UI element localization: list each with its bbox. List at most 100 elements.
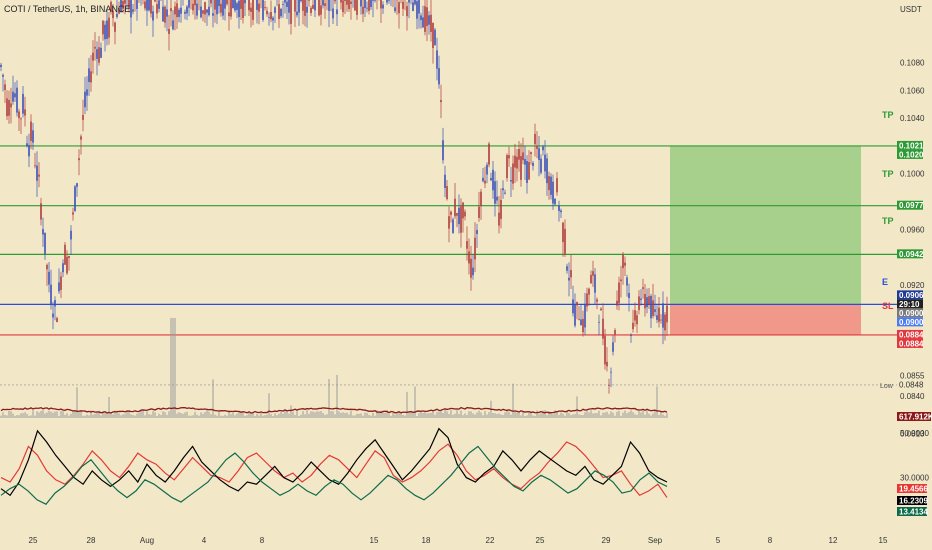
candle-body [576, 301, 578, 306]
candle-body [96, 49, 98, 59]
candle-body [656, 315, 658, 320]
candle-body [108, 17, 110, 38]
candle-body [658, 307, 660, 322]
candle-body [94, 46, 96, 49]
level-tag-0-1: 0.1020 [899, 150, 924, 159]
candle-body [212, 13, 214, 16]
volume-tag: 617.912K [899, 413, 932, 422]
candle-body [4, 84, 6, 90]
candle-body [364, 0, 366, 8]
candle-body [612, 342, 614, 352]
candle-body [416, 1, 418, 19]
candle-body [472, 267, 474, 276]
candle-body [286, 1, 288, 8]
candle-body [534, 133, 536, 145]
level-tag-4-1: 0.0884 [899, 339, 924, 348]
time-tick-label-10: Sep [648, 536, 663, 545]
candle-body [88, 68, 90, 83]
candle-body [542, 146, 544, 151]
level-tag-3-0: 0.0906 [899, 291, 924, 300]
price-tick-label-7: 0.0840 [900, 392, 925, 401]
candle-body [608, 385, 610, 386]
candle-body [464, 211, 466, 217]
candle-body [230, 0, 232, 17]
candle-body [526, 160, 528, 183]
candle-body [228, 12, 230, 17]
time-tick-label-4: 8 [260, 536, 265, 545]
candle-body [594, 274, 596, 293]
candle-body [208, 6, 210, 16]
candle-body [40, 203, 42, 220]
candle-body [8, 100, 10, 116]
candle-body [372, 0, 374, 1]
time-tick-label-3: 4 [202, 536, 207, 545]
candle-body [274, 7, 276, 13]
candle-body [200, 6, 202, 18]
level-tag-bg-0-1 [897, 149, 923, 159]
candle-body [20, 118, 22, 120]
candle-body [186, 6, 188, 14]
candle-body [428, 15, 430, 25]
candle-body [468, 251, 470, 264]
candle-body [206, 9, 208, 13]
candle-body [660, 319, 662, 321]
candle-body [448, 216, 450, 229]
candle-body [256, 0, 258, 10]
candle-body [466, 241, 468, 249]
level-letter-4: SL [882, 301, 894, 311]
candle-body [268, 16, 270, 18]
candle-body [644, 293, 646, 309]
candle-body [568, 277, 570, 281]
candle-body [398, 2, 400, 14]
candle-body [22, 93, 24, 114]
candle-body [120, 0, 122, 13]
candle-body [78, 158, 80, 161]
candle-body [218, 0, 220, 7]
candle-body [176, 3, 178, 18]
candle-body [514, 155, 516, 168]
time-tick-label-12: 8 [768, 536, 773, 545]
candle-body [144, 1, 146, 9]
candle-body [520, 156, 522, 180]
candle-body [630, 335, 632, 336]
candle-body [408, 0, 410, 3]
candle-body [122, 0, 124, 9]
candle-body [196, 3, 198, 16]
candle-body [540, 158, 542, 173]
candle-body [242, 0, 244, 19]
candle-body [168, 28, 170, 34]
candle-body [536, 146, 538, 149]
candle-body [296, 11, 298, 16]
volume-tag-bg [897, 412, 931, 421]
level-letter-1: TP [882, 169, 894, 179]
candle-body [518, 148, 520, 160]
time-tick-label-8: 25 [536, 536, 545, 545]
candle-body [70, 230, 72, 240]
level-tag-4-0: 0.0884 [899, 330, 924, 339]
candle-body [84, 91, 86, 108]
candle-body [222, 0, 224, 16]
candle-body [340, 0, 342, 3]
chart-title: COTI / TetherUS, 1h, BINANCE [4, 4, 130, 14]
candle-body [470, 258, 472, 278]
candle-body [322, 0, 324, 6]
price-tick-label-9: 0.0813 [900, 430, 925, 439]
candle-body [516, 156, 518, 169]
candle-body [38, 174, 40, 177]
candle-body [18, 111, 20, 119]
candle-body [532, 162, 534, 167]
candle-body [124, 0, 126, 4]
candle-body [370, 0, 372, 7]
level-tag-3-1: 29:10 [899, 300, 920, 309]
candle-body [362, 6, 364, 14]
level-tag-bg-3-2 [897, 308, 923, 318]
candle-body [578, 318, 580, 320]
candle-body [368, 0, 370, 11]
candle-body [44, 232, 46, 254]
candle-body [374, 0, 376, 1]
candle-body [456, 212, 458, 216]
level-tag-2-0: 0.0942 [899, 250, 924, 259]
candle-body [128, 0, 130, 9]
